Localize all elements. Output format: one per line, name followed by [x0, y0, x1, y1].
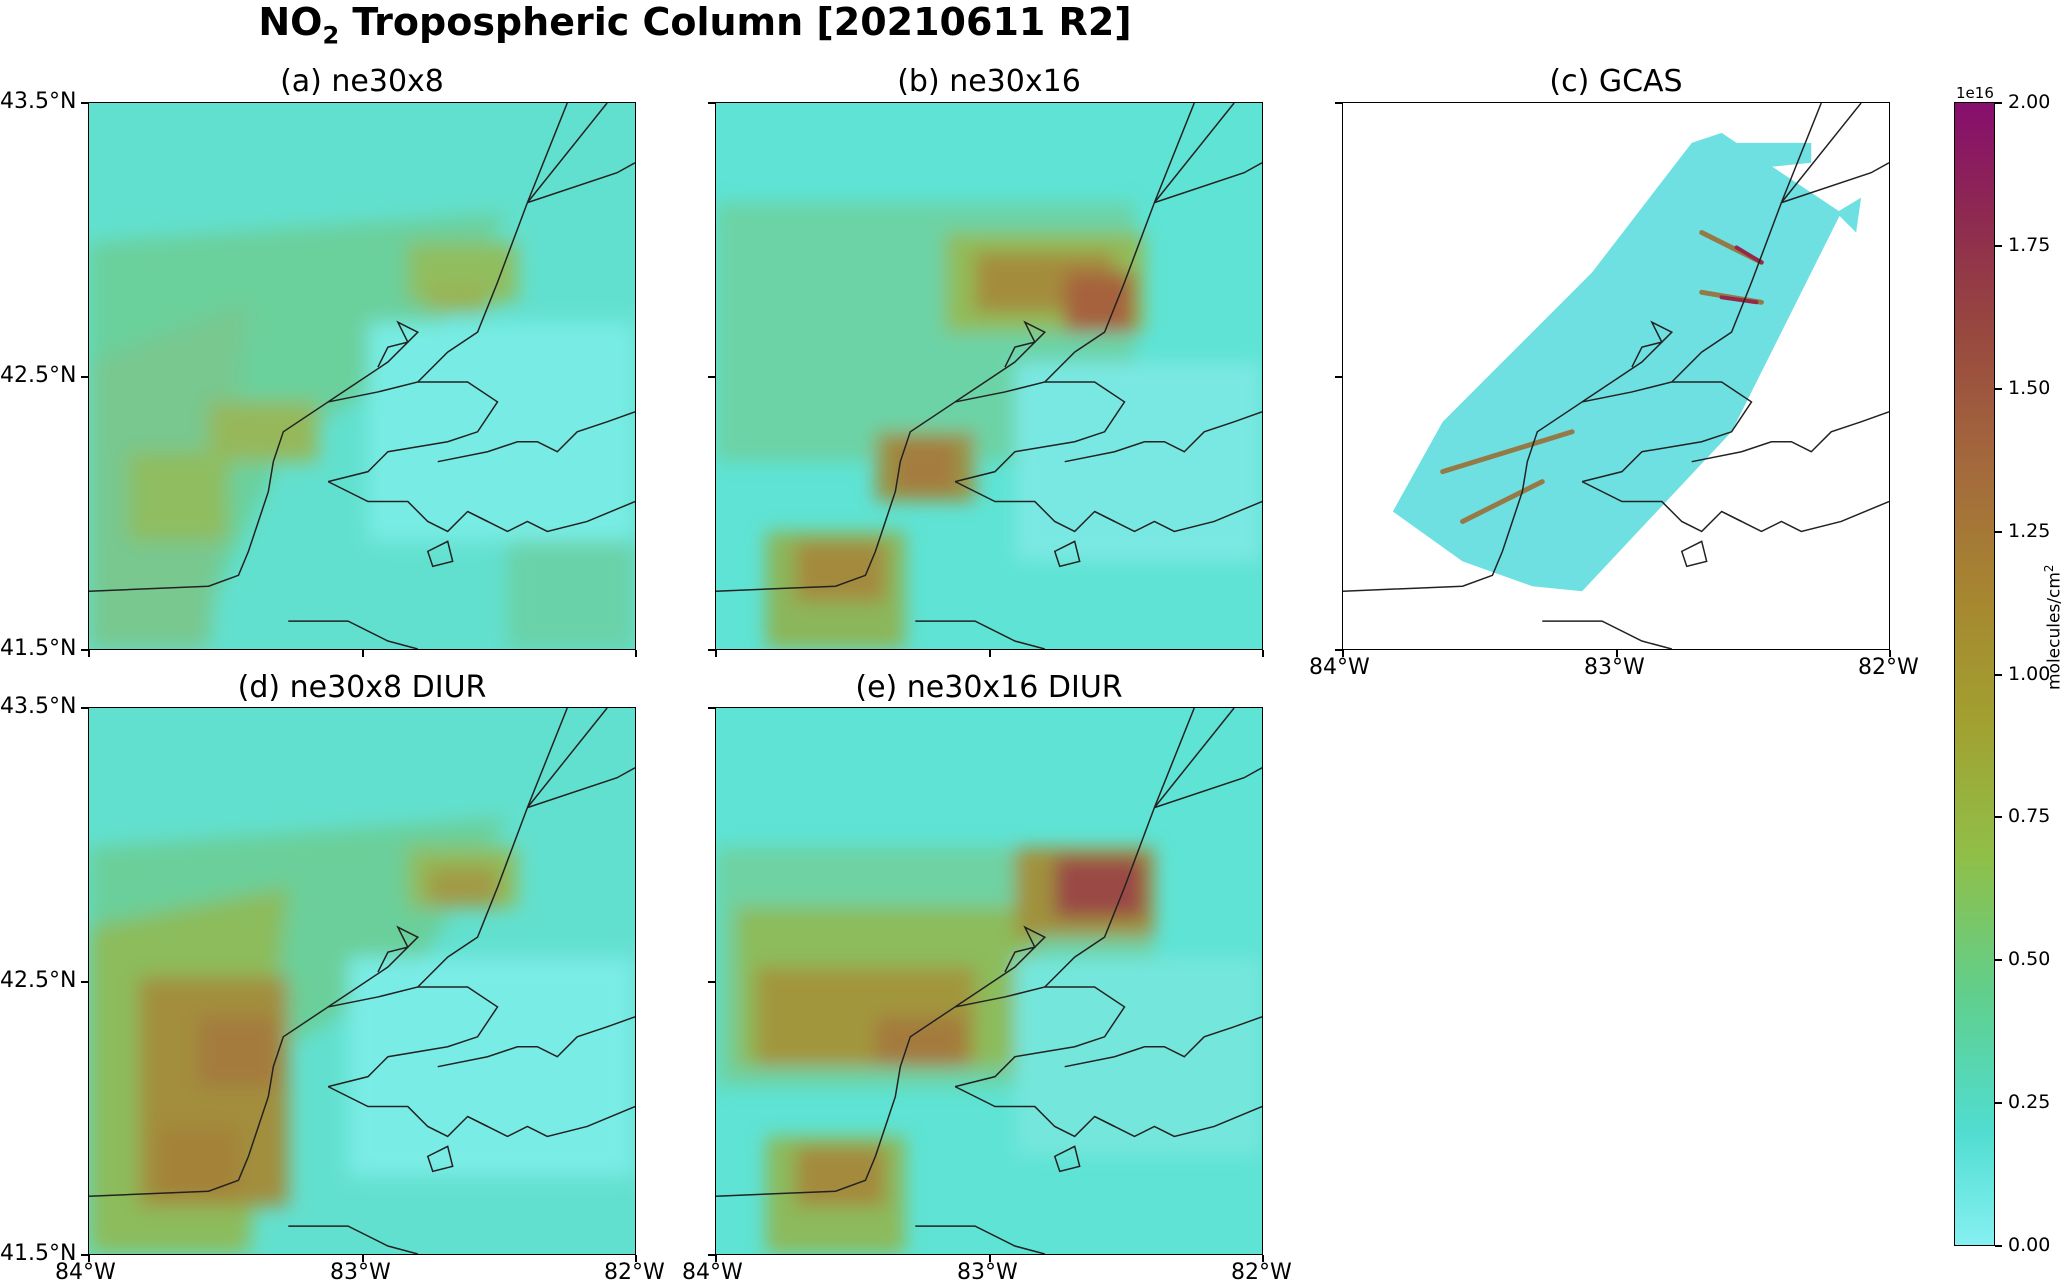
figure-title: NO2 Tropospheric Column [20210611 R2]	[258, 0, 1132, 50]
colorbar-tick-label: 1.75	[2008, 234, 2051, 256]
colorbar-unit-label: molecules/cm2	[2042, 564, 2065, 690]
colorbar-tick-label: 1.50	[2008, 377, 2051, 399]
map-panel-a	[88, 102, 636, 650]
panel-title-d: (d) ne30x8 DIUR	[237, 670, 487, 705]
lon-label-82-d: 82°W	[604, 1260, 665, 1285]
lon-label-83-e: 83°W	[957, 1260, 1018, 1285]
lon-label-83-d: 83°W	[330, 1260, 391, 1285]
lon-label-84-d: 84°W	[55, 1260, 116, 1285]
lat-label-bottom: 41.5°N	[0, 636, 77, 661]
lon-label-84-e: 84°W	[682, 1260, 743, 1285]
colorbar-tick-label: 0.25	[2008, 1091, 2051, 1113]
lat-label-mid-row2: 42.5°N	[0, 968, 77, 993]
colorbar-tick-label: 0.75	[2008, 805, 2051, 827]
colorbar-tick-label: 0.50	[2008, 948, 2051, 970]
colorbar	[1954, 102, 1995, 1246]
panel-title-a: (a) ne30x8	[280, 64, 444, 99]
lon-label-82-c: 82°W	[1858, 655, 1919, 680]
coastline-overlay-a	[89, 103, 635, 649]
lat-label-mid: 42.5°N	[0, 363, 77, 388]
lat-label-top-row2: 43.5°N	[0, 694, 77, 719]
colorbar-exponent: 1e16	[1956, 84, 1994, 102]
lon-label-84-c: 84°W	[1309, 655, 1370, 680]
colorbar-tick-label: 0.00	[2008, 1234, 2051, 1256]
map-panel-d	[88, 707, 636, 1255]
map-panel-b	[715, 102, 1263, 650]
lon-label-83-c: 83°W	[1584, 655, 1645, 680]
lon-label-82-e: 82°W	[1231, 1260, 1292, 1285]
lat-label-bottom-row2: 41.5°N	[0, 1241, 77, 1266]
colorbar-tick-label: 1.00	[2008, 663, 2051, 685]
colorbar-tick-label: 1.25	[2008, 520, 2051, 542]
map-panel-e	[715, 707, 1263, 1255]
panel-title-c: (c) GCAS	[1549, 64, 1683, 99]
lat-label-top: 43.5°N	[0, 89, 77, 114]
map-panel-c	[1342, 102, 1890, 650]
colorbar-tick-label: 2.00	[2008, 91, 2051, 113]
panel-title-e: (e) ne30x16 DIUR	[855, 670, 1123, 705]
panel-title-b: (b) ne30x16	[897, 64, 1081, 99]
